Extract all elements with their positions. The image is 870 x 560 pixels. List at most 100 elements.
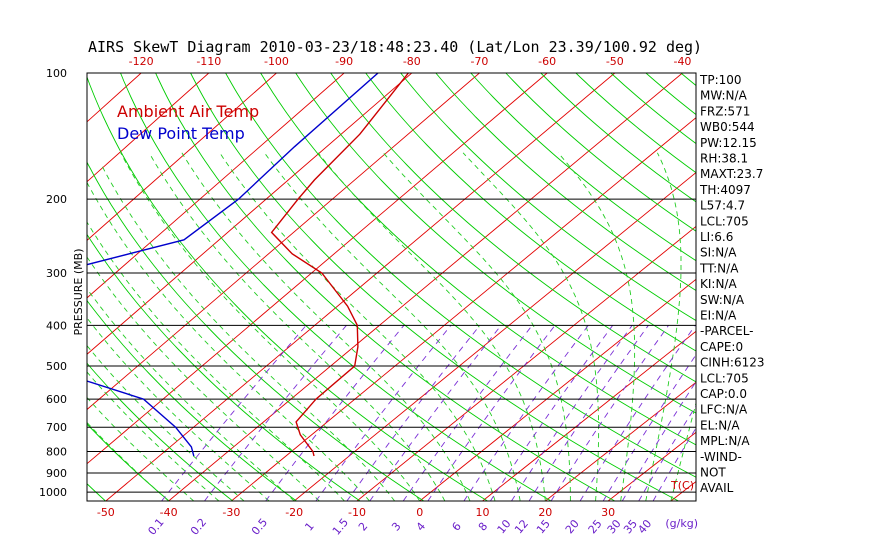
mixing-ratio-tick-label: 10: [495, 517, 514, 536]
dry-adiabat-line: [87, 362, 234, 501]
ambient-air-temp-line: [270, 73, 409, 457]
dry-adiabat-line: [435, 73, 696, 292]
moist-adiabat-line: [264, 152, 521, 501]
mixing-ratio-tick-label: 12: [512, 517, 531, 536]
dry-adiabat-line: [87, 483, 106, 501]
mixing-ratio-line: [550, 325, 669, 501]
pressure-tick-label: 400: [46, 319, 67, 332]
mixing-unit-label: (g/kg): [665, 517, 698, 530]
moist-adiabat-line: [87, 317, 270, 501]
mixing-ratio-line: [528, 325, 649, 501]
dry-adiabat-line: [87, 423, 170, 501]
top-temp-tick-label: -80: [403, 55, 421, 68]
mixing-ratio-line: [346, 325, 481, 501]
isotherm-line: [0, 73, 73, 501]
bottom-temp-tick-label: 20: [538, 506, 552, 519]
moist-adiabat-line: [87, 181, 370, 501]
pressure-tick-label: 600: [46, 393, 67, 406]
top-temp-tick-label: -110: [196, 55, 221, 68]
stats-panel-entry: TH:4097: [699, 183, 751, 197]
stats-panel-entry: MAXT:23.7: [700, 167, 763, 181]
mixing-ratio-tick-label: 15: [534, 517, 553, 536]
pressure-tick-label: 700: [46, 421, 67, 434]
dry-adiabat-line: [87, 299, 297, 501]
isotherm-line: [87, 73, 548, 465]
mixing-ratio-line: [265, 325, 405, 501]
mixing-ratio-tick-label: 1.5: [330, 516, 351, 538]
stats-panel-entry: LI:6.6: [700, 230, 733, 244]
isotherm-line: [545, 381, 696, 501]
mixing-ratio-lines: [161, 325, 696, 501]
stats-panel-entry: RH:38.1: [700, 152, 748, 166]
dry-adiabat-line: [470, 73, 696, 262]
top-temp-tick-label: -70: [470, 55, 488, 68]
bottom-temp-tick-label: -50: [97, 506, 115, 519]
dew-point-temp-line: [87, 73, 379, 457]
pressure-tick-label: 900: [46, 467, 67, 480]
chart-title: AIRS SkewT Diagram 2010-03-23/18:48:23.4…: [88, 38, 702, 56]
plot-frame: [86, 72, 697, 502]
stats-panel-entry: L57:4.7: [700, 199, 745, 213]
dry-adiabat-lines: [0, 73, 696, 501]
moist-adiabat-line: [120, 152, 421, 501]
moist-adiabat-line: [87, 256, 320, 501]
stats-panel-entry: -WIND-: [700, 450, 742, 464]
dry-adiabat-line: [400, 73, 696, 322]
top-temp-tick-label: -120: [129, 55, 154, 68]
stats-panel-entry: NOT: [700, 466, 726, 480]
mixing-ratio-tick-label: 0.1: [145, 516, 166, 538]
stats-panel-entry: SW:N/A: [700, 293, 745, 307]
mixing-ratio-line: [315, 325, 452, 501]
moist-adiabat-line: [87, 344, 245, 501]
temp-unit-label: T(C): [670, 479, 694, 492]
mixing-ratio-line: [204, 325, 347, 501]
stats-panel-entry: WB0:544: [700, 120, 755, 134]
dry-adiabat-line: [260, 73, 696, 446]
pressure-tick-label: 1000: [39, 486, 67, 499]
mixing-ratio-line: [161, 325, 307, 501]
isotherm-line: [356, 225, 696, 501]
top-temp-tick-label: -40: [673, 55, 691, 68]
mixing-ratio-tick-label: 0.5: [249, 516, 270, 538]
isotherm-line: [419, 278, 696, 501]
moist-adiabat-line: [87, 287, 295, 501]
dry-adiabat-line: [0, 73, 42, 501]
isotherm-line: [482, 330, 696, 501]
stats-panel-entry: EI:N/A: [700, 309, 737, 323]
stats-panel-entry: TT:N/A: [699, 261, 739, 275]
top-temp-tick-label: -60: [538, 55, 556, 68]
pressure-tick-label: 200: [46, 193, 67, 206]
stats-panel-entry: SI:N/A: [700, 246, 737, 260]
isotherm-line: [87, 73, 413, 355]
stats-panel-entry: LCL:705: [700, 371, 749, 385]
mixing-ratio-line: [511, 325, 633, 501]
moist-adiabat-line: [557, 152, 636, 501]
pressure-gridlines: [87, 72, 696, 493]
bottom-temp-tick-label: -40: [160, 506, 178, 519]
dry-adiabat-line: [225, 73, 696, 478]
bottom-temp-tick-label: -10: [348, 506, 366, 519]
dry-adiabat-line: [120, 73, 552, 501]
moist-adiabat-line: [645, 152, 682, 501]
sounding-series: [87, 73, 409, 457]
mixing-ratio-tick-label: 1: [302, 520, 316, 534]
top-temp-tick-label: -100: [264, 55, 289, 68]
moist-adiabat-line: [462, 152, 600, 501]
mixing-ratio-tick-label: 3: [389, 520, 403, 534]
isotherm-line: [87, 73, 345, 299]
mixing-ratio-tick-label: 4: [414, 520, 428, 534]
dry-adiabat-line: [330, 73, 696, 383]
top-temp-tick-label: -50: [606, 55, 624, 68]
mixing-ratio-line: [427, 325, 556, 501]
isotherm-line: [87, 73, 210, 183]
y-axis-label: PRESSURE (MB): [72, 249, 85, 336]
pressure-tick-label: 500: [46, 360, 67, 373]
mixing-ratio-line: [490, 325, 614, 501]
mixing-ratio-tick-label: 20: [563, 517, 582, 536]
dry-adiabat-line: [540, 73, 696, 203]
isotherm-line: [231, 117, 696, 501]
stats-panel-entry: EL:N/A: [700, 418, 740, 432]
moist-adiabat-line: [87, 221, 345, 501]
stats-panel-entry: AVAIL: [700, 481, 734, 495]
